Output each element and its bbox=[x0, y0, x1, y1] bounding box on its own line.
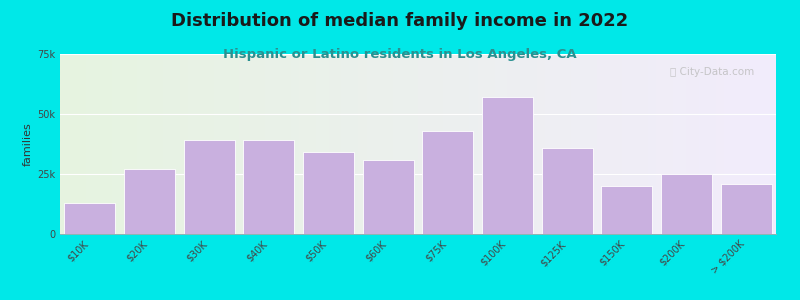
Bar bbox=[422, 131, 473, 234]
Bar bbox=[602, 186, 652, 234]
Bar bbox=[363, 160, 414, 234]
Text: Hispanic or Latino residents in Los Angeles, CA: Hispanic or Latino residents in Los Ange… bbox=[223, 48, 577, 61]
Bar bbox=[184, 140, 234, 234]
Bar bbox=[721, 184, 771, 234]
Bar bbox=[661, 174, 712, 234]
Text: ⓘ City-Data.com: ⓘ City-Data.com bbox=[670, 67, 754, 76]
Bar bbox=[243, 140, 294, 234]
Bar bbox=[542, 148, 593, 234]
Bar bbox=[65, 203, 115, 234]
Y-axis label: families: families bbox=[23, 122, 33, 166]
Text: Distribution of median family income in 2022: Distribution of median family income in … bbox=[171, 12, 629, 30]
Bar bbox=[482, 97, 533, 234]
Bar bbox=[124, 169, 175, 234]
Bar bbox=[303, 152, 354, 234]
